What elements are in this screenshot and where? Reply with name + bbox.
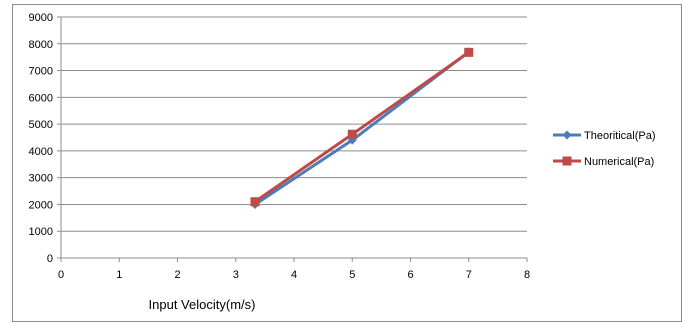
y-tick-label-8: 8000 [29,39,53,51]
y-tick-label-7: 7000 [29,66,53,78]
chart-border [12,4,682,322]
data-point-1-2 [464,47,474,57]
x-tick-label-3: 3 [233,269,239,281]
legend-entry-1: Numerical(Pa) [553,156,654,168]
legend-marker-1 [562,156,572,166]
x-tick-label-7: 7 [466,269,472,281]
x-axis-label: Input Velocity(m/s) [149,297,256,312]
legend-marker-0 [562,130,572,140]
y-tick-label-3: 3000 [29,173,53,185]
y-tick-labels: 0 1000 2000 3000 4000 5000 6000 7000 8000 9000 [29,12,53,265]
y-tick-label-5: 5000 [29,119,53,131]
x-tick-labels: 0 1 2 3 4 5 6 7 8 [58,269,530,281]
x-tick-label-2: 2 [174,269,180,281]
legend-label-1: Numerical(Pa) [584,156,654,168]
y-tick-label-6: 6000 [29,92,53,104]
x-tick-label-4: 4 [291,269,297,281]
y-tick-label-9: 9000 [29,12,53,24]
legend: Theoritical(Pa) Numerical(Pa) [553,130,656,168]
x-tick-label-6: 6 [407,269,413,281]
legend-entry-0: Theoritical(Pa) [553,130,656,142]
data-point-1-1 [347,129,357,139]
y-tick-label-0: 0 [47,253,53,265]
data-point-1-0 [250,197,260,207]
series-1 [250,47,474,207]
y-tick-label-1: 1000 [29,226,53,238]
y-tick-label-2: 2000 [29,199,53,211]
series [250,47,474,209]
axes [57,16,528,262]
x-tick-label-8: 8 [524,269,530,281]
y-tick-label-4: 4000 [29,146,53,158]
x-tick-label-0: 0 [58,269,64,281]
gridlines [61,16,527,232]
x-tick-label-1: 1 [116,269,122,281]
legend-label-0: Theoritical(Pa) [584,130,656,142]
x-tick-label-5: 5 [349,269,355,281]
